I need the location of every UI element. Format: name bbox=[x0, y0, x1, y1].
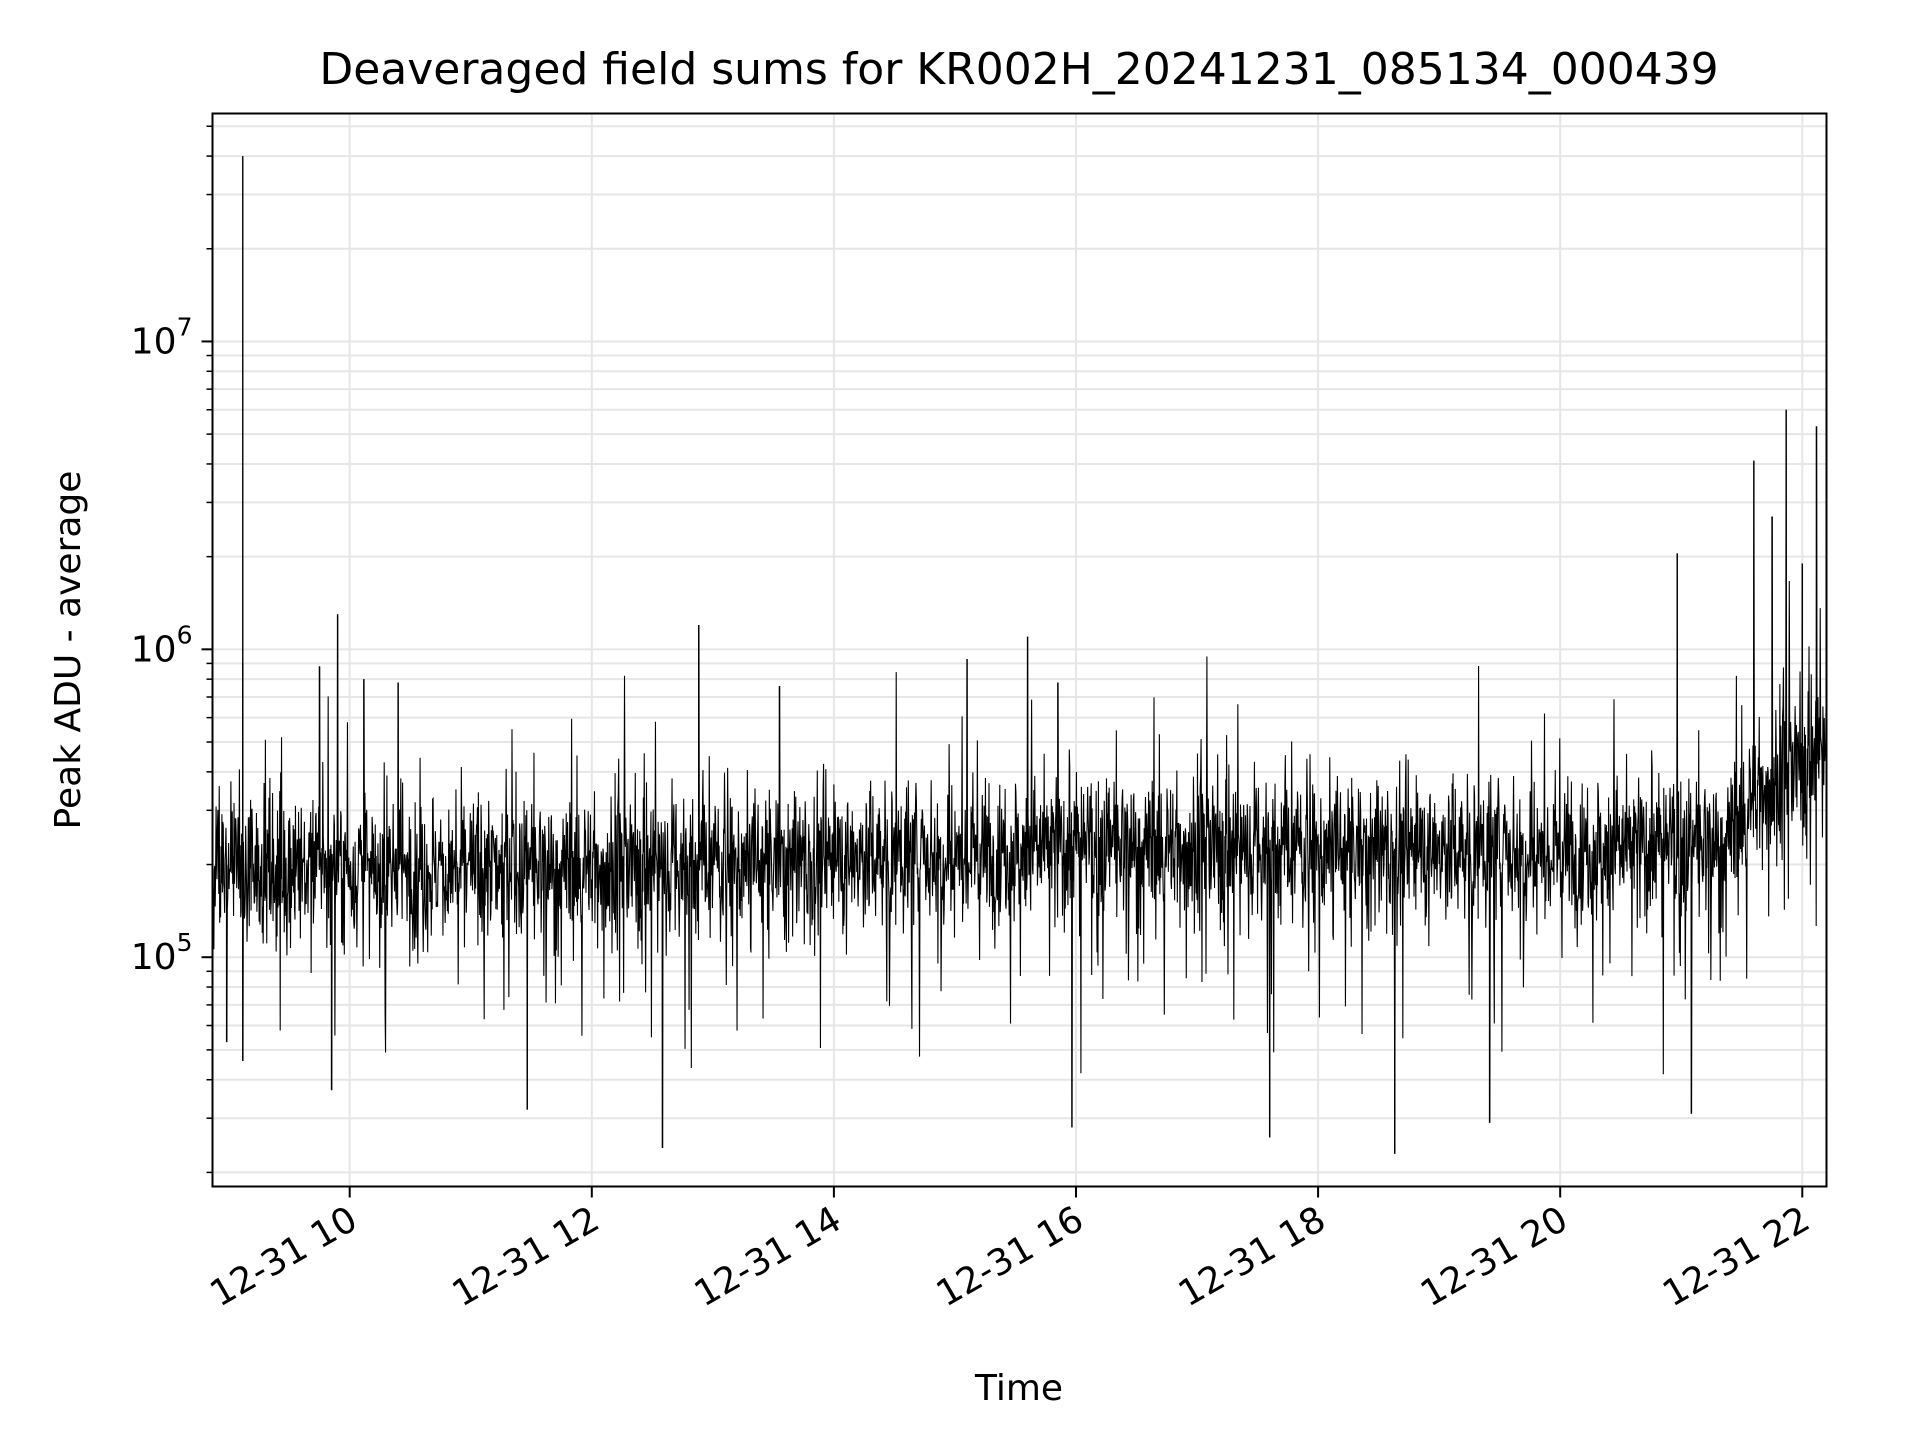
grid-layer bbox=[212, 113, 1827, 1187]
series-line bbox=[211, 409, 1828, 1154]
y-tick-label: 107 bbox=[131, 312, 193, 362]
chart-title: Deaveraged field sums for KR002H_2024123… bbox=[319, 44, 1718, 95]
y-tick-label-exponent: 5 bbox=[177, 928, 193, 957]
y-tick-label-exponent: 6 bbox=[177, 620, 193, 649]
y-axis-label: Peak ADU - average bbox=[48, 471, 89, 830]
x-axis-label: Time bbox=[974, 1368, 1063, 1409]
line-layer bbox=[211, 156, 1828, 1154]
y-tick-label-exponent: 7 bbox=[177, 312, 193, 341]
